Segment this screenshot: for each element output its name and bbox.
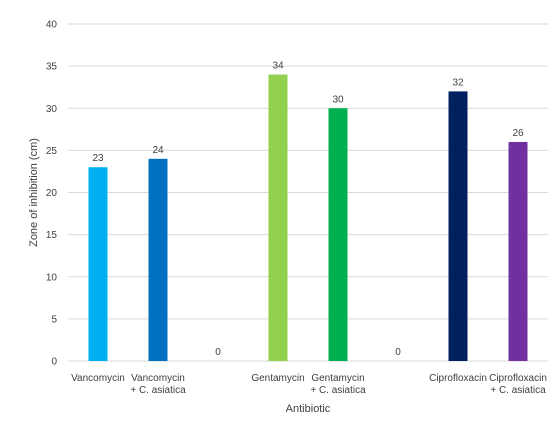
data-labels: 23 24 0 34 30 0 32 26 xyxy=(92,61,524,358)
data-label: 0 xyxy=(395,347,401,358)
x-tick-label: Vancomycin xyxy=(131,373,185,384)
x-tick-label: + C. asiatica xyxy=(310,385,366,396)
x-tick-label: Ciprofloxacin xyxy=(429,373,487,384)
y-tick-label: 5 xyxy=(51,314,57,325)
bar xyxy=(268,74,288,362)
data-label: 30 xyxy=(332,94,344,105)
x-tick-label: + C. asiatica xyxy=(130,385,186,396)
bar xyxy=(148,158,168,361)
bar xyxy=(328,108,348,361)
bar xyxy=(88,167,108,361)
y-tick-label: 15 xyxy=(46,230,58,241)
x-axis-title: Antibiotic xyxy=(286,403,331,415)
y-tick-label: 40 xyxy=(46,20,58,31)
y-tick-label: 35 xyxy=(46,62,58,73)
data-label: 32 xyxy=(452,77,464,88)
bar xyxy=(508,141,528,361)
x-tick-label: Ciprofloxacin xyxy=(489,373,547,384)
bar xyxy=(448,91,468,362)
data-label: 26 xyxy=(512,128,524,139)
bars xyxy=(88,74,528,362)
data-label: 34 xyxy=(272,61,284,72)
x-tick-label: Vancomycin xyxy=(71,373,125,384)
x-tick-label: Gentamycin xyxy=(311,373,364,384)
y-tick-label: 0 xyxy=(51,357,57,368)
x-tick-label: + C. asiatica xyxy=(490,385,546,396)
y-axis-ticks: 0 5 10 15 20 25 30 35 40 xyxy=(46,20,58,368)
data-label: 23 xyxy=(92,153,104,164)
y-tick-label: 10 xyxy=(46,272,58,283)
gridlines xyxy=(68,23,548,362)
data-label: 24 xyxy=(152,145,164,156)
y-tick-label: 20 xyxy=(46,188,58,199)
y-axis-title: Zone of inhibition (cm) xyxy=(28,138,40,247)
y-tick-label: 30 xyxy=(46,104,58,115)
data-label: 0 xyxy=(215,347,221,358)
x-tick-label: Gentamycin xyxy=(251,373,304,384)
y-tick-label: 25 xyxy=(46,146,58,157)
x-axis-ticks: Vancomycin Vancomycin+ C. asiaticaGentamy… xyxy=(71,373,547,396)
